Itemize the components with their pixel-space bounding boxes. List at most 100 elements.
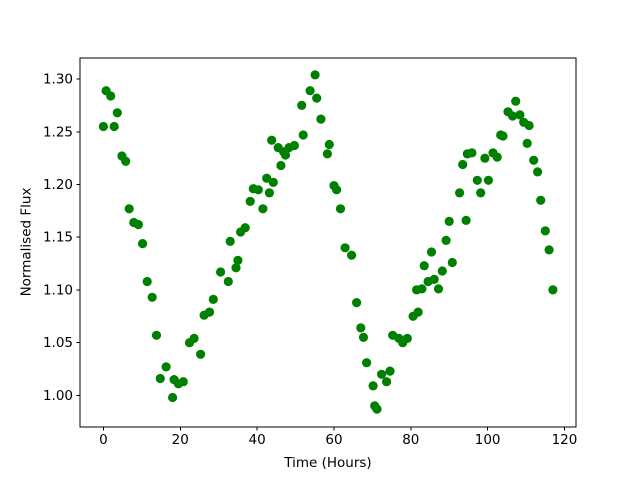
data-point: [540, 226, 550, 236]
data-point: [109, 121, 119, 132]
data-point: [223, 276, 233, 287]
data-point: [483, 175, 493, 185]
data-point: [258, 204, 268, 214]
data-point: [536, 195, 546, 205]
x-tick-label: 0: [99, 432, 108, 448]
y-tick-label: 1.10: [43, 282, 73, 298]
data-point: [147, 292, 157, 302]
data-point: [298, 130, 308, 140]
data-point: [429, 274, 439, 284]
data-point: [196, 349, 206, 359]
x-tick-label: 60: [325, 432, 342, 448]
data-point: [310, 70, 320, 80]
data-point: [332, 185, 342, 195]
data-point: [476, 188, 486, 198]
y-tick-label: 1.20: [43, 177, 73, 193]
data-point: [352, 298, 362, 308]
data-point: [372, 404, 382, 414]
x-tick-label: 20: [172, 432, 189, 448]
data-point: [382, 377, 392, 387]
data-point: [305, 86, 315, 96]
data-point: [138, 239, 148, 249]
data-point: [515, 110, 525, 120]
data-point: [316, 114, 326, 124]
axes-frame: [79, 57, 577, 428]
data-point: [204, 307, 215, 317]
data-point: [529, 155, 539, 165]
data-point: [225, 236, 235, 246]
y-tick-label: 1.25: [43, 124, 73, 140]
data-point: [276, 160, 286, 171]
data-point: [340, 243, 350, 253]
data-point: [548, 285, 558, 295]
data-point: [522, 138, 532, 148]
data-point: [419, 261, 429, 271]
data-point: [142, 276, 152, 287]
data-point: [437, 266, 447, 276]
data-point: [121, 156, 131, 166]
data-point: [507, 111, 518, 121]
data-point: [377, 369, 387, 379]
data-point: [155, 373, 165, 384]
data-point: [492, 152, 502, 162]
data-point: [312, 93, 322, 103]
data-point: [124, 204, 134, 214]
data-point: [168, 392, 178, 403]
y-tick-label: 1.30: [43, 72, 73, 88]
data-point: [498, 131, 508, 141]
data-point: [106, 91, 116, 101]
data-point: [151, 330, 162, 340]
y-axis-label: Normalised Flux: [18, 187, 35, 297]
data-point: [461, 215, 471, 225]
data-point: [280, 150, 291, 160]
data-point: [402, 333, 412, 343]
data-point: [511, 96, 521, 106]
data-point: [441, 235, 451, 245]
data-point: [133, 220, 143, 230]
data-point: [322, 149, 332, 159]
data-point: [268, 177, 278, 187]
data-point: [289, 140, 299, 151]
data-point: [444, 216, 454, 226]
data-point: [161, 362, 171, 372]
data-point: [262, 173, 272, 183]
data-point: [231, 263, 241, 273]
x-tick-label: 120: [552, 432, 578, 448]
data-point: [417, 284, 427, 294]
data-point: [335, 204, 346, 214]
data-point: [253, 185, 263, 195]
data-point: [324, 139, 334, 150]
y-tick-label: 1.05: [43, 335, 73, 351]
data-point: [455, 188, 465, 198]
data-point: [112, 108, 122, 118]
data-point: [368, 381, 378, 391]
data-point: [467, 148, 477, 158]
data-point: [216, 267, 226, 277]
data-point: [413, 307, 423, 317]
data-point: [245, 196, 255, 206]
x-tick-label: 100: [475, 432, 501, 448]
data-point: [524, 120, 534, 131]
data-point: [426, 247, 437, 257]
y-tick-label: 1.00: [43, 388, 73, 404]
data-point: [480, 153, 490, 163]
x-tick-label: 40: [249, 432, 266, 448]
data-point: [447, 257, 457, 268]
data-point: [297, 100, 307, 110]
data-point: [189, 333, 199, 343]
data-point: [240, 223, 250, 233]
data-point: [347, 250, 357, 260]
data-point: [458, 159, 468, 170]
data-point: [267, 135, 277, 145]
data-point: [533, 167, 543, 177]
data-point: [208, 294, 218, 304]
data-point: [472, 175, 482, 185]
data-point: [98, 121, 108, 132]
x-axis-label: Time (Hours): [284, 455, 372, 471]
data-point: [362, 358, 372, 368]
data-point: [433, 284, 444, 294]
data-point: [544, 245, 554, 255]
data-point: [233, 255, 243, 265]
data-point: [356, 323, 366, 333]
